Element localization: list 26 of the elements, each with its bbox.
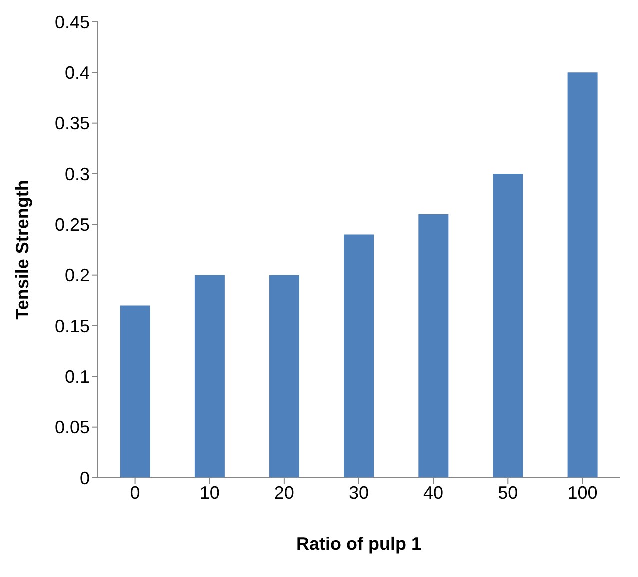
- y-tick-label: 0.25: [54, 215, 90, 236]
- bar: [344, 234, 374, 478]
- x-tick-label: 50: [498, 482, 518, 503]
- y-tick-label: 0.2: [64, 266, 90, 286]
- x-axis-title: Ratio of pulp 1: [296, 534, 422, 554]
- bar: [493, 174, 524, 478]
- x-tick-label: 0: [130, 482, 140, 503]
- x-tick-label: 100: [568, 482, 598, 503]
- bar: [568, 72, 598, 478]
- bar: [270, 275, 300, 478]
- x-tick-label: 20: [274, 482, 294, 503]
- y-tick-label: 0.45: [54, 12, 90, 32]
- x-tick-label: 30: [348, 482, 370, 503]
- y-axis-title: Tensile Strength: [12, 180, 32, 320]
- y-tick-label: 0.05: [54, 418, 90, 438]
- y-tick-label: 0.35: [54, 114, 90, 134]
- y-tick-label: 0.15: [54, 316, 90, 336]
- y-tick-label: 0: [80, 468, 90, 488]
- y-tick-label: 0.1: [64, 367, 90, 388]
- bar: [194, 275, 225, 478]
- bar: [120, 306, 150, 478]
- x-tick-label: 40: [424, 482, 444, 503]
- y-tick-label: 0.3: [64, 164, 90, 184]
- x-tick-label: 10: [200, 482, 220, 503]
- y-tick-label: 0.4: [64, 63, 90, 84]
- bar: [418, 214, 449, 478]
